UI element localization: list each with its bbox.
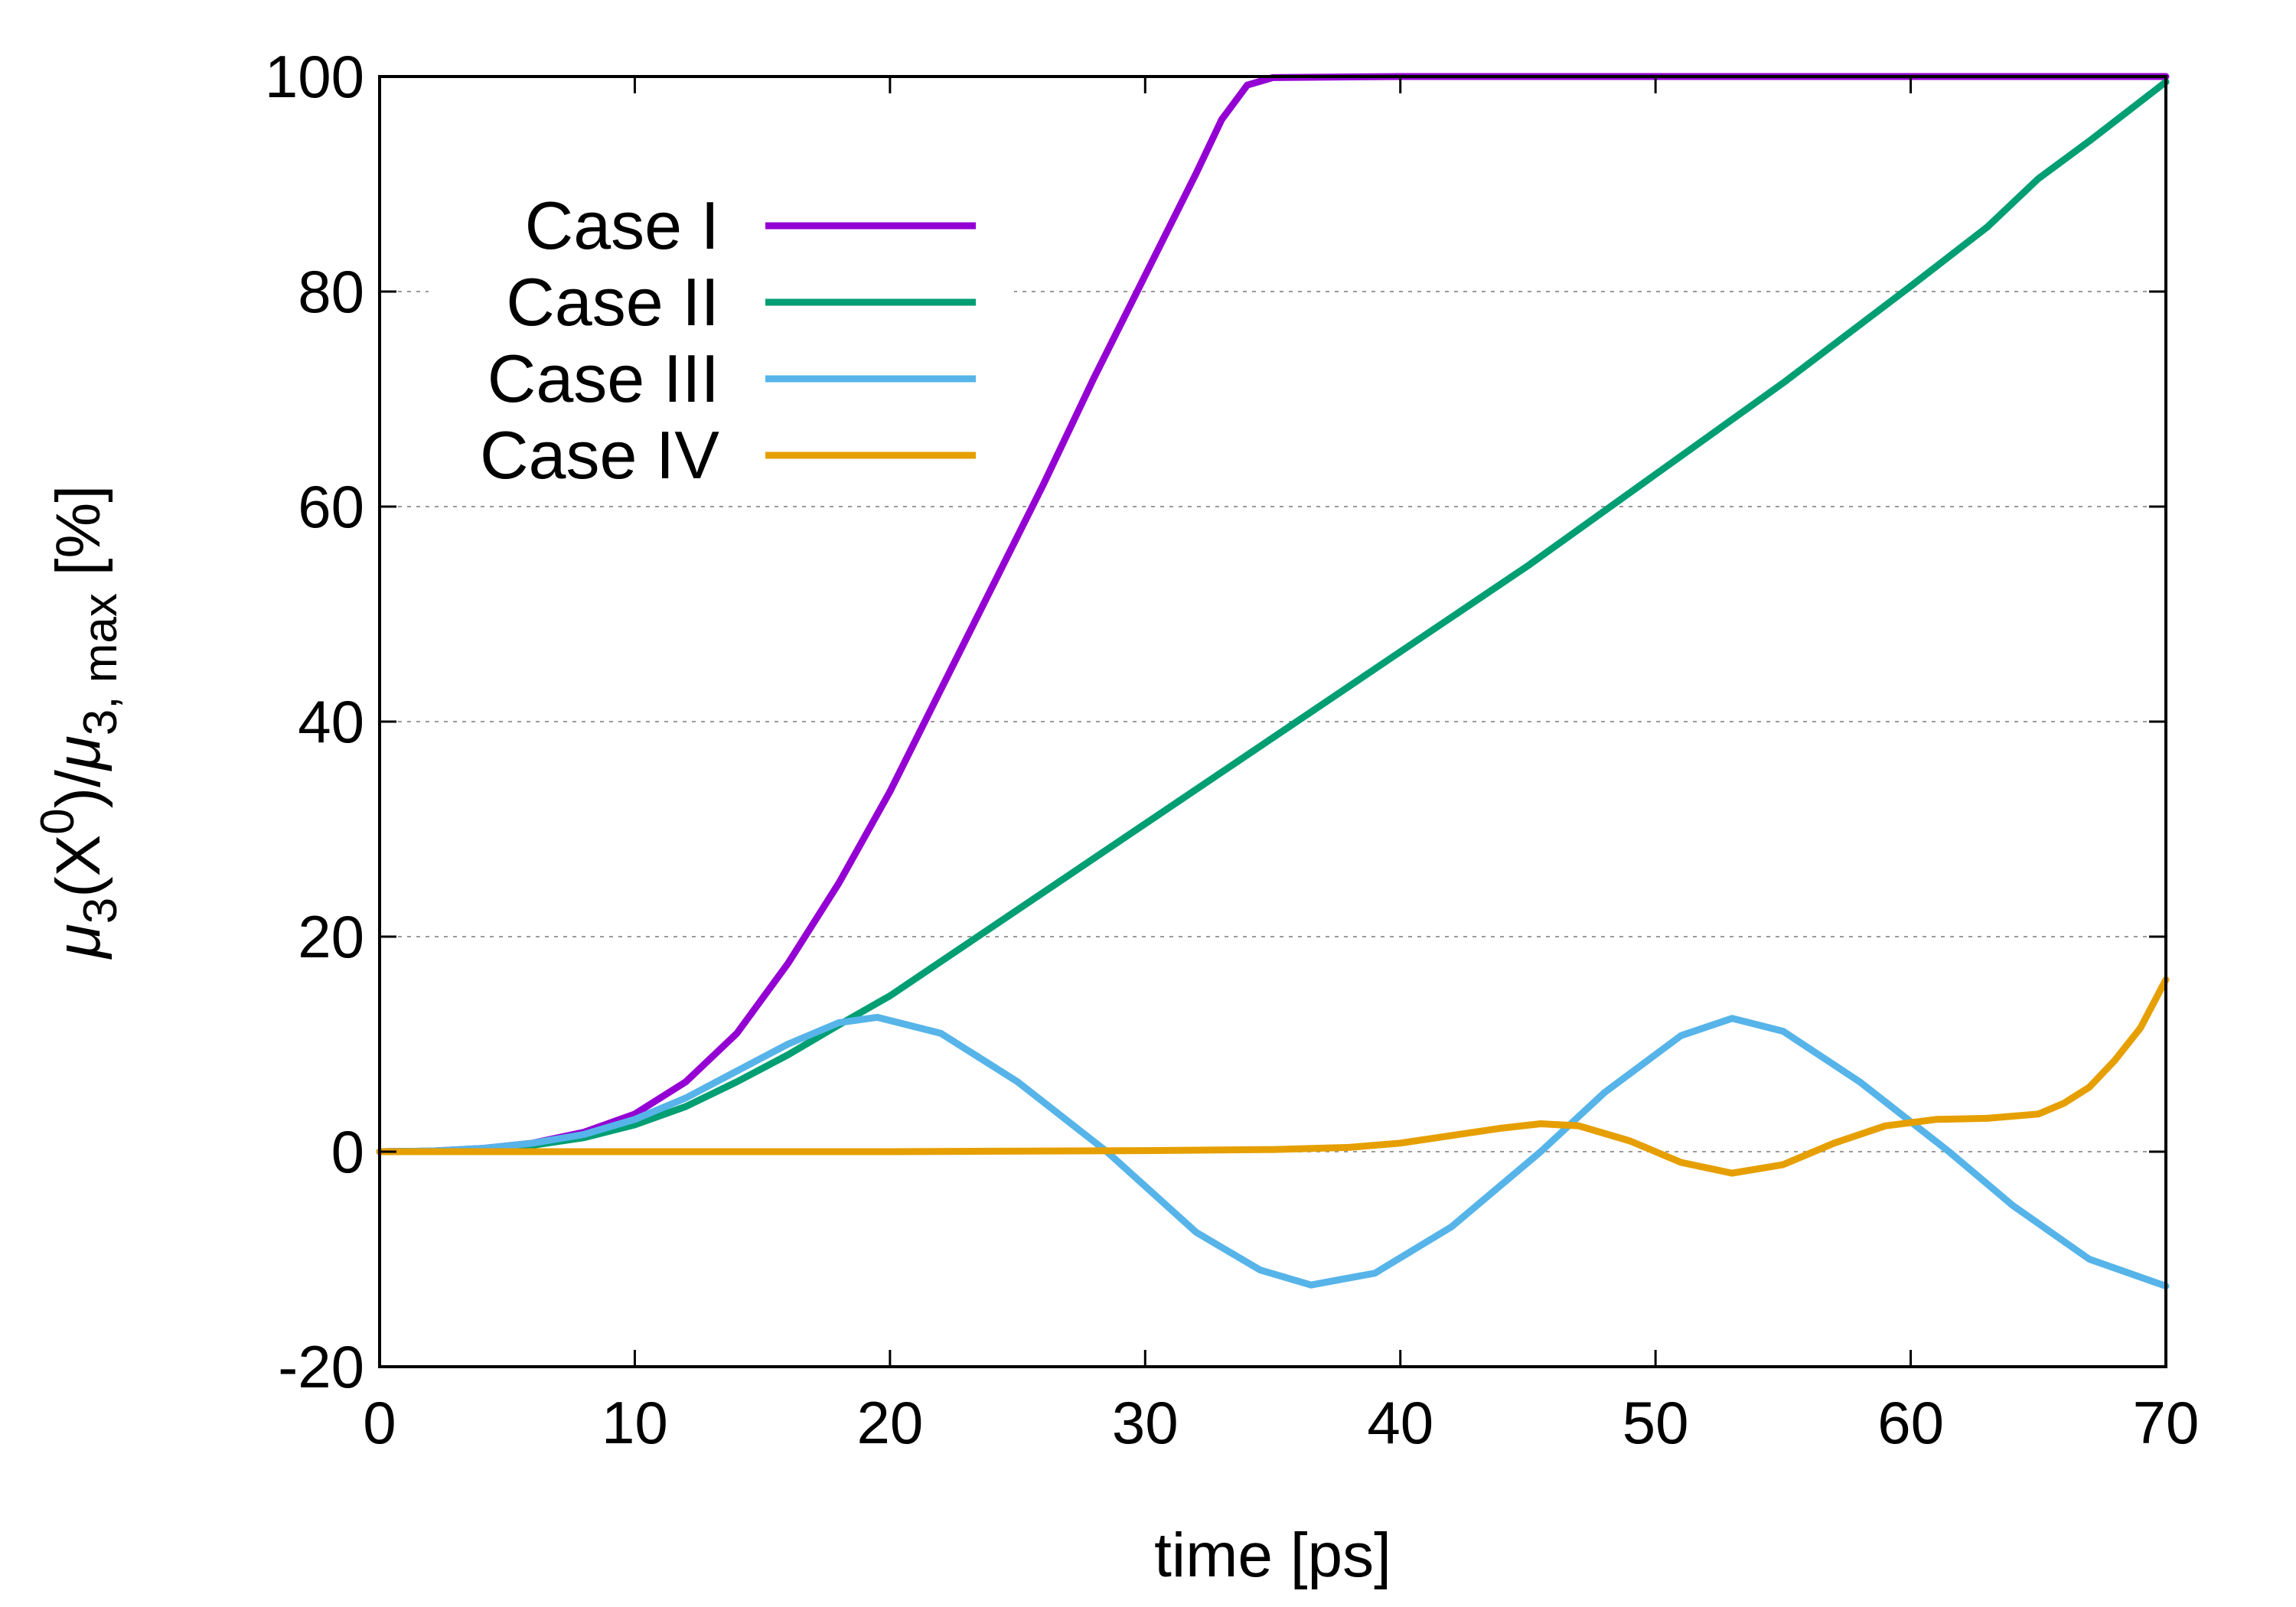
x-tick-label: 60 [1877,1389,1944,1456]
y-tick-label: 60 [298,473,364,540]
legend-label: Case III [488,341,719,416]
y-tick-label: 0 [331,1118,364,1185]
y-tick-label: 40 [298,688,364,755]
x-axis-label: time [ps] [1154,1521,1391,1590]
y-axis-label: μ3(X0)/μ3, max [%] [31,485,127,960]
y-tick-label: -20 [278,1333,364,1400]
legend-label: Case IV [480,417,719,493]
y-tick-label: 100 [265,43,364,110]
y-tick-label: 20 [298,903,364,970]
x-tick-label: 0 [363,1389,396,1456]
axis-ticks [378,75,2167,1368]
x-tick-label: 50 [1623,1389,1689,1456]
x-tick-labels: 0 10 20 30 40 50 60 70 [363,1389,2199,1456]
legend-label: Case II [506,264,719,340]
series-line-3 [376,1013,2170,1290]
x-tick-label: 30 [1112,1389,1179,1456]
x-tick-label: 20 [856,1389,923,1456]
legend-label: Case I [525,187,719,263]
x-tick-label: 10 [602,1389,668,1456]
legend-background [429,176,1014,497]
x-tick-label: 40 [1367,1389,1433,1456]
y-tick-labels: -20 0 20 40 60 80 100 [265,43,364,1400]
series-line-4 [376,976,2170,1177]
x-tick-label: 70 [2133,1389,2200,1456]
y-tick-label: 80 [298,258,364,325]
